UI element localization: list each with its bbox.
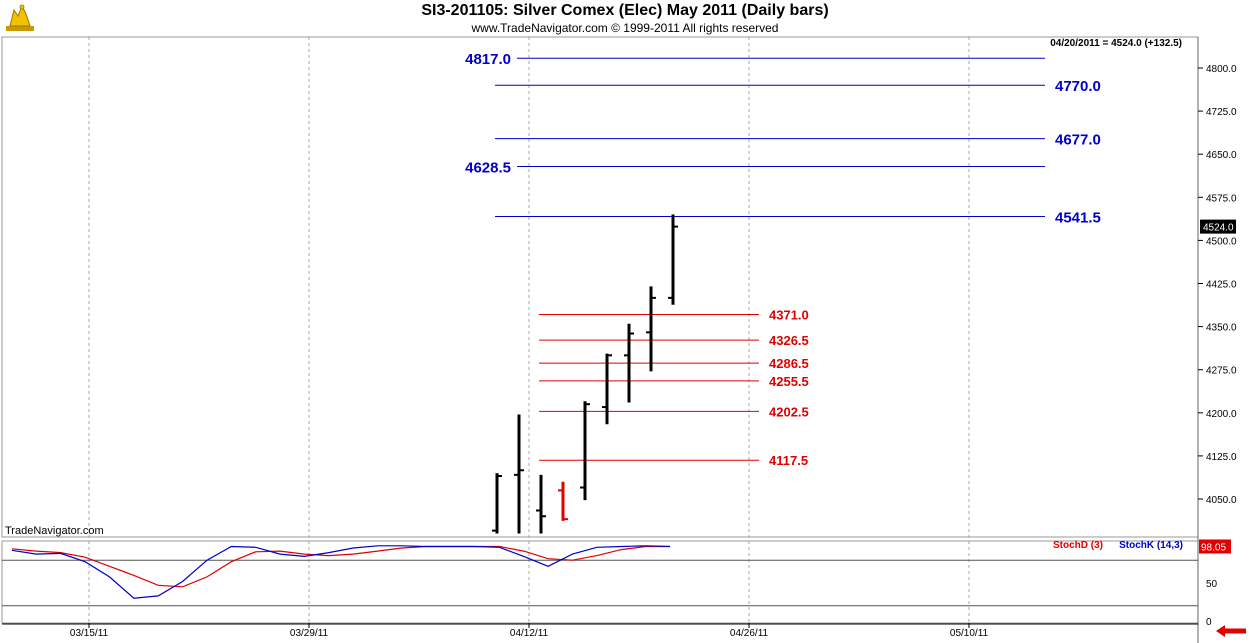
stoch-tick-label: 50	[1206, 579, 1218, 590]
stoch-k-legend: StochK (14,3)	[1119, 540, 1183, 551]
stoch-last-value-box	[1199, 539, 1231, 554]
stoch-d-line	[11, 545, 670, 588]
date-tick-label: 04/12/11	[510, 628, 549, 639]
price-tick-label: 4800.0	[1206, 64, 1237, 75]
price-tick-label: 4200.0	[1206, 409, 1237, 420]
price-axis: 4050.0 4125.0 4200.0 4275.0 4350.0 4425.0 4500…	[1198, 64, 1237, 506]
stochastic-panel: 0 50 98.05 StochD (3) StochK (14,3)	[2, 539, 1231, 628]
date-tick-label: 05/10/11	[950, 628, 989, 639]
last-quote: 04/20/2011 = 4524.0 (+132.5)	[1050, 38, 1182, 49]
support-label: 4371.0	[769, 308, 809, 323]
price-tick-label: 4650.0	[1206, 150, 1237, 161]
panel-borders	[1, 36, 1199, 643]
main-panel-border	[1, 36, 1199, 538]
price-tick-label: 4500.0	[1206, 236, 1237, 247]
chart-header: SI3-201105: Silver Comex (Elec) May 2011…	[0, 0, 1250, 36]
price-tick-label: 4575.0	[1206, 193, 1237, 204]
stoch-last-value-label: 98.05	[1201, 542, 1226, 553]
resistance-label: 4817.0	[465, 51, 511, 68]
grid	[88, 37, 970, 623]
price-bars	[492, 214, 678, 534]
price-tick-label: 4725.0	[1206, 107, 1237, 118]
last-price-box	[1200, 219, 1236, 234]
watermark: TradeNavigator.com	[5, 525, 104, 537]
stoch-k-line	[11, 545, 671, 599]
copyright-line: www.TradeNavigator.com © 1999-2011 All r…	[471, 21, 779, 35]
chart-title: SI3-201105: Silver Comex (Elec) May 2011…	[421, 2, 829, 19]
date-tick-label: 04/26/11	[730, 628, 769, 639]
price-tick-label: 4425.0	[1206, 280, 1237, 291]
scroll-left-arrow-icon[interactable]	[1216, 625, 1246, 637]
support-label: 4255.5	[769, 374, 809, 389]
date-tick-label: 03/29/11	[290, 628, 329, 639]
resistance-label: 4541.5	[1055, 210, 1101, 227]
price-tick-label: 4275.0	[1206, 366, 1237, 377]
support-label: 4202.5	[769, 404, 809, 419]
resistance-label: 4628.5	[465, 160, 511, 177]
date-axis: 03/15/11 03/29/11 04/12/11 04/26/11 05/10/11	[2, 623, 1198, 639]
price-tick-label: 4350.0	[1206, 323, 1237, 334]
support-label: 4286.5	[769, 356, 809, 371]
resistance-label: 4677.0	[1055, 132, 1101, 149]
price-tick-label: 4050.0	[1206, 495, 1237, 506]
stoch-d-legend: StochD (3)	[1053, 540, 1103, 551]
support-label: 4117.5	[769, 453, 808, 468]
trade-navigator-logo	[6, 4, 34, 31]
price-levels: 4817.0 4770.0 4677.0 4628.5 4541.5 4371.0 4326…	[465, 51, 1101, 468]
support-label: 4326.5	[769, 333, 809, 348]
price-tick-label: 4125.0	[1206, 452, 1237, 463]
resistance-label: 4770.0	[1055, 78, 1101, 95]
last-price-label: 4524.0	[1203, 223, 1234, 234]
date-tick-label: 03/15/11	[70, 628, 109, 639]
stoch-tick-label: 0	[1206, 617, 1212, 628]
